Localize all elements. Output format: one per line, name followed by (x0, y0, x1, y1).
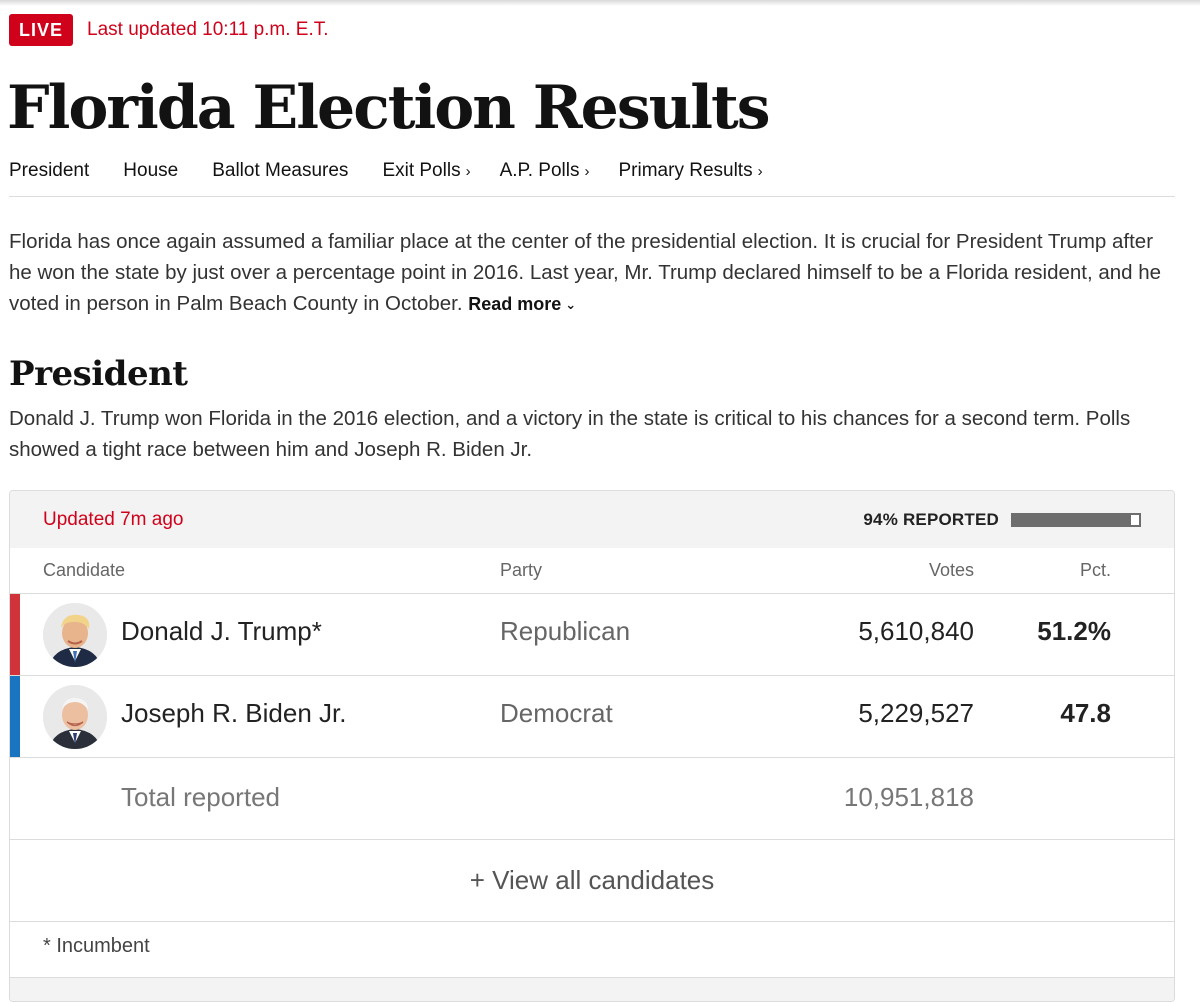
section-nav: President House Ballot Measures Exit Pol… (9, 158, 1175, 197)
candidate-pct: 51.2% (1037, 616, 1111, 646)
candidate-name: Joseph R. Biden Jr. (121, 698, 347, 728)
page-title: Florida Election Results (7, 73, 771, 143)
column-headers: Candidate Party Votes Pct. (10, 548, 1174, 594)
live-badge: LIVE (9, 14, 74, 46)
reporting-status: 94% REPORTED (863, 510, 1141, 530)
intro-paragraph: Florida has once again assumed a familia… (9, 226, 1169, 321)
results-footer (10, 978, 1174, 1001)
candidate-name: Donald J. Trump* (121, 616, 322, 646)
reporting-progress-bar (1011, 512, 1141, 527)
view-all-candidates-button[interactable]: + View all candidates (10, 840, 1174, 922)
incumbent-footnote: * Incumbent (10, 922, 1174, 978)
section-description: Donald J. Trump won Florida in the 2016 … (9, 407, 1131, 461)
results-table: Updated 7m ago 94% REPORTED Candidate Pa… (9, 490, 1175, 1002)
column-header-votes: Votes (928, 560, 974, 580)
candidate-party: Democrat (500, 698, 613, 728)
read-more-link[interactable]: Read more ⌄ (468, 294, 576, 314)
total-reported-votes: 10,951,818 (843, 782, 974, 812)
avatar (43, 685, 107, 749)
top-shadow (0, 0, 1200, 6)
reporting-progress-fill (1013, 514, 1132, 525)
total-reported-label: Total reported (121, 782, 280, 812)
candidate-row: Donald J. Trump* Republican 5,610,840 51… (10, 594, 1174, 676)
nav-item-ballot-measures[interactable]: Ballot Measures (212, 160, 349, 181)
column-header-pct: Pct. (1079, 560, 1111, 580)
candidate-row: Joseph R. Biden Jr. Democrat 5,229,527 4… (10, 676, 1174, 758)
party-color-bar (10, 676, 20, 757)
last-updated-text: Last updated 10:11 p.m. E.T. (87, 19, 329, 40)
nav-item-ap-polls[interactable]: A.P. Polls › (499, 160, 590, 181)
party-color-bar (10, 594, 20, 675)
nav-item-primary-results[interactable]: Primary Results › (618, 160, 763, 181)
candidate-party: Republican (500, 616, 631, 646)
chevron-right-icon: › (757, 163, 763, 180)
nav-item-president[interactable]: President (9, 160, 90, 181)
candidate-votes: 5,229,527 (858, 698, 974, 728)
reporting-label: 94% REPORTED (863, 509, 999, 529)
candidate-pct: 47.8 (1060, 698, 1111, 728)
total-row: Total reported 10,951,818 (10, 758, 1174, 840)
live-status: LIVE Last updated 10:11 p.m. E.T. (9, 14, 329, 46)
column-header-candidate: Candidate (43, 560, 126, 580)
section-title: President (9, 354, 188, 394)
chevron-down-icon: ⌄ (565, 297, 577, 312)
results-header: Updated 7m ago 94% REPORTED (10, 491, 1174, 548)
chevron-right-icon: › (465, 163, 471, 180)
column-header-party: Party (500, 560, 543, 580)
avatar (43, 603, 107, 667)
nav-item-exit-polls[interactable]: Exit Polls › (382, 160, 471, 181)
chevron-right-icon: › (584, 163, 590, 180)
results-updated-text: Updated 7m ago (43, 508, 184, 530)
nav-item-house[interactable]: House (123, 160, 179, 181)
candidate-votes: 5,610,840 (858, 616, 974, 646)
